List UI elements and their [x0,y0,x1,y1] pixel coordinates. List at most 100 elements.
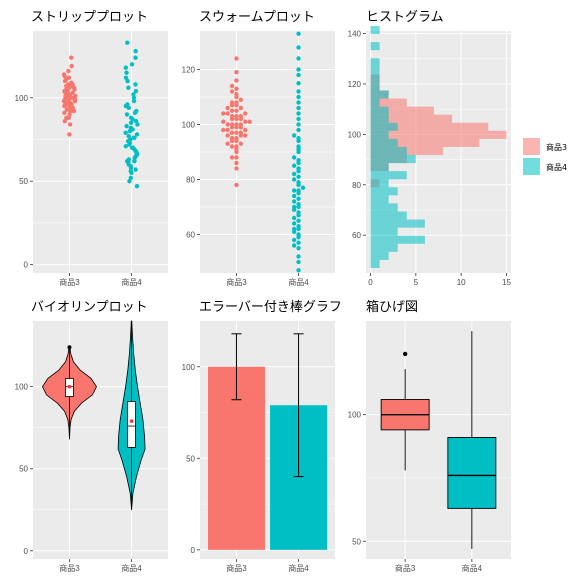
data-point [133,88,139,94]
legend-label: 商品4 [546,162,567,172]
data-point [61,72,67,77]
x-tick-label: 商品3 [226,277,247,287]
data-point [225,133,230,138]
data-point [291,155,297,160]
data-point [234,108,239,113]
data-point [128,137,133,142]
data-point [234,130,239,135]
data-point [238,97,244,102]
x-tick-label: 10 [457,278,466,287]
data-point [125,102,130,107]
data-point [296,180,301,185]
data-point [123,130,128,136]
data-point [128,175,134,181]
data-point [124,123,129,129]
data-point [296,127,301,133]
data-point [234,86,239,91]
x-tick-label: 商品4 [121,277,142,287]
data-point [291,215,297,221]
data-point [69,55,74,60]
data-point [238,114,244,119]
y-tick-label: 100 [15,94,29,103]
hist-bar [370,187,398,196]
data-point [296,240,301,245]
panel-title: ストリッププロット [31,10,148,25]
x-tick-label: 商品3 [395,563,416,573]
data-point [132,135,137,141]
hist-bar [370,243,398,252]
data-point [70,90,75,95]
x-tick-label: 商品4 [462,563,483,573]
violin-outlier [67,345,72,350]
data-point [296,254,301,259]
data-point [296,166,301,171]
data-point [124,112,130,117]
data-point [132,158,137,164]
box-outlier [402,351,408,357]
data-point [125,40,130,45]
hist-bar [370,130,507,139]
plot-background [33,321,168,559]
plot-background [33,31,168,273]
data-point [69,95,74,100]
data-point [225,105,230,111]
data-point [225,122,230,127]
data-point [135,122,140,127]
data-point [296,56,301,61]
hist-bar [370,179,389,188]
data-point [296,67,301,72]
data-point [229,155,235,160]
violin-box [127,401,136,448]
y-tick-label: 100 [348,130,362,139]
data-point [66,115,71,120]
data-point [133,82,138,87]
y-tick-label: 0 [24,547,29,556]
data-point [133,167,138,172]
data-point [64,107,70,112]
hist-bar [370,122,489,131]
hist-bar [370,259,380,268]
hist-bar [370,114,453,123]
data-point [296,100,301,105]
data-point [126,85,131,90]
y-tick-label: 100 [182,363,196,372]
y-tick-label: 120 [348,80,362,89]
data-point [234,122,239,127]
data-point [291,226,297,232]
panel-errorbar: エラーバー付き棒グラフ 0 50 100 商品3 商品4 [182,300,342,573]
hist-bar [370,98,407,107]
data-point [129,62,135,67]
data-point [229,100,235,105]
panel-hist: ヒストグラム 60 80 100 120 140 0 5 10 15 [348,10,512,287]
data-point [296,202,301,207]
x-tick-label: 15 [502,278,511,287]
data-point [72,97,78,102]
data-point [123,143,129,149]
hist-bar [370,122,398,131]
data-point [238,105,244,111]
data-point [229,130,235,135]
data-point [225,127,230,133]
data-point [234,136,239,141]
hist-bar [370,66,380,75]
y-tick-label: 60 [352,231,361,240]
violin-mean [129,419,134,423]
data-point [296,116,301,122]
y-tick-label: 50 [186,454,195,463]
data-point [67,122,73,127]
hist-bar [370,25,380,35]
x-tick-label: 商品4 [121,563,142,573]
y-tick-label: 120 [182,66,196,75]
data-point [229,83,235,89]
data-point [296,218,301,223]
data-point [234,70,239,75]
hist-bar [370,106,434,115]
data-point [296,196,301,201]
data-point [71,108,77,114]
data-point [234,56,239,61]
panel-swarm: スウォームプロット 60 80 100 120 商品3 商品4 [182,10,335,287]
y-tick-label: 100 [348,411,362,420]
data-point [234,166,239,171]
hist-bar [370,114,389,123]
